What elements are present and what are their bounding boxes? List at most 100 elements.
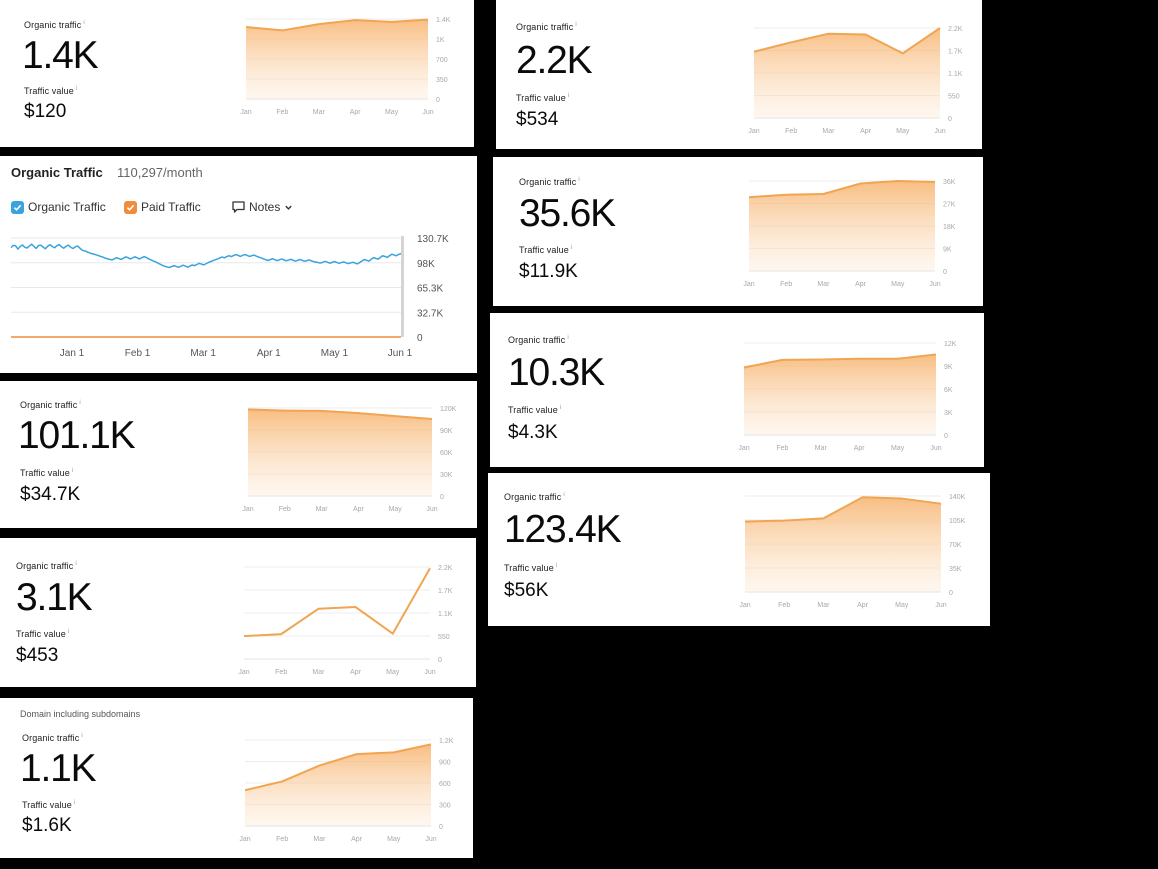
organic-traffic-label: Organic traffic <box>16 561 74 571</box>
x-tick-label: Mar <box>316 506 329 513</box>
area-fill <box>248 409 432 496</box>
traffic-value: $4.3K <box>508 422 558 443</box>
sparkline-chart: 1.4K 1K 700 350 0 Jan Feb Mar Apr May Jun <box>240 17 450 116</box>
sparkline-chart: 140K 105K 70K 35K 0 Jan Feb Mar Apr May Jun <box>739 494 965 609</box>
checkbox-icon[interactable] <box>11 200 24 214</box>
chart-title: Organic Traffic <box>11 165 103 180</box>
x-tick-label: Apr <box>351 836 363 843</box>
info-icon[interactable]: i <box>73 800 76 806</box>
x-tick-label: Jan 1 <box>60 348 85 359</box>
y-tick-label: 9K <box>944 364 953 371</box>
y-tick-label: 550 <box>438 634 450 641</box>
y-tick-label: 0 <box>417 333 423 344</box>
x-tick-label: Apr <box>350 109 362 116</box>
comment-icon <box>232 201 245 213</box>
area-fill <box>749 181 935 271</box>
series-line <box>245 18 429 32</box>
info-icon[interactable]: i <box>83 20 85 26</box>
legend-paid-traffic[interactable]: Paid Traffic <box>124 200 201 214</box>
x-tick-label: Apr <box>860 128 872 135</box>
traffic-value-label: Traffic value <box>519 245 569 255</box>
x-tick-label: Feb <box>776 445 788 452</box>
y-tick-label: 600 <box>439 781 451 788</box>
sparkline-chart: 120K 90K 60K 30K 0 Jan Feb Mar Apr May Jun <box>242 406 457 513</box>
y-tick-label: 350 <box>436 77 448 84</box>
legend-organic-traffic[interactable]: Organic Traffic <box>11 200 106 214</box>
organic-traffic-value: 3.1K <box>16 576 93 619</box>
x-tick-label: Mar <box>313 109 326 116</box>
checkbox-icon[interactable] <box>124 200 137 214</box>
info-icon[interactable]: i <box>567 335 569 341</box>
y-tick-label: 12K <box>944 341 957 348</box>
x-tick-label: May <box>387 836 401 843</box>
y-tick-label: 1.1K <box>438 611 453 618</box>
y-tick-label: 0 <box>943 269 947 276</box>
x-tick-label: Jan <box>239 836 250 843</box>
info-icon[interactable]: i <box>563 492 565 498</box>
notes-label: Notes <box>249 200 281 214</box>
organic-traffic-value: 123.4K <box>504 508 622 551</box>
y-tick-label: 1.7K <box>948 49 963 56</box>
info-icon[interactable]: i <box>75 86 78 92</box>
x-tick-label: May <box>891 445 905 452</box>
info-icon[interactable]: i <box>71 468 74 474</box>
traffic-card: Organic traffic i 3.1K Traffic value i $45… <box>0 538 476 687</box>
x-tick-label: May <box>385 109 399 116</box>
series-line <box>243 567 431 638</box>
notes-dropdown[interactable]: Notes <box>232 200 293 214</box>
info-icon[interactable]: i <box>67 629 70 635</box>
organic-traffic-value: 10.3K <box>508 351 605 394</box>
info-icon[interactable]: i <box>555 563 558 569</box>
x-tick-label: Feb <box>276 836 288 843</box>
x-tick-label: Jun <box>425 836 436 843</box>
x-tick-label: Apr <box>855 281 867 288</box>
legend-label: Paid Traffic <box>141 200 201 214</box>
x-tick-label: Feb <box>276 109 288 116</box>
x-tick-label: Mar <box>817 281 830 288</box>
info-icon[interactable]: i <box>559 405 562 411</box>
info-icon[interactable]: i <box>81 733 83 739</box>
organic-traffic-line-chart[interactable]: 130.7K 98K 65.3K 32.7K 0 Jan 1 Feb 1 Mar 1 Apr 1… <box>0 226 477 371</box>
x-tick-label: Mar <box>313 836 326 843</box>
x-tick-label: Jan <box>739 602 750 609</box>
organic-traffic-label: Organic traffic <box>504 492 562 502</box>
x-tick-label: May <box>389 506 403 513</box>
traffic-value: $534 <box>516 109 559 130</box>
x-tick-label: Mar <box>815 445 828 452</box>
sparkline-chart: 1.2K 900 600 300 0 Jan Feb Mar Apr May Jun <box>239 738 454 843</box>
y-tick-label: 32.7K <box>417 308 443 319</box>
x-tick-label: Mar <box>312 669 325 676</box>
x-tick-label: May <box>386 669 400 676</box>
sparkline-chart: 12K 9K 6K 3K 0 Jan Feb Mar Apr May Jun <box>738 341 957 452</box>
area-fill <box>745 497 941 592</box>
traffic-value-label: Traffic value <box>16 629 66 639</box>
organic-traffic-label: Organic traffic <box>516 22 574 32</box>
x-tick-label: Apr 1 <box>257 348 281 359</box>
x-tick-label: Jun <box>930 445 941 452</box>
series-line <box>247 408 433 420</box>
info-icon[interactable]: i <box>75 561 77 567</box>
x-tick-label: Apr <box>350 669 362 676</box>
info-icon[interactable]: i <box>570 245 573 251</box>
x-tick-label: Jan <box>748 128 759 135</box>
info-icon[interactable]: i <box>567 93 570 99</box>
y-tick-label: 700 <box>436 57 448 64</box>
y-tick-label: 120K <box>440 406 457 413</box>
x-tick-label: Feb <box>780 281 792 288</box>
area-fill <box>744 354 936 435</box>
area-fill <box>246 19 428 100</box>
x-tick-label: May <box>896 128 910 135</box>
info-icon[interactable]: i <box>575 22 577 28</box>
sparkline-chart: 2.2K 1.7K 1.1K 550 0 Jan Feb Mar Apr May Jun <box>748 26 963 135</box>
y-tick-label: 1.2K <box>439 738 454 745</box>
x-tick-label: Mar <box>822 128 835 135</box>
series-line <box>753 27 941 55</box>
chevron-down-icon <box>285 205 293 210</box>
info-icon[interactable]: i <box>578 177 580 183</box>
info-icon[interactable]: i <box>79 400 81 406</box>
traffic-card: Organic traffic i 10.3K Traffic value i $4… <box>490 313 984 467</box>
x-tick-label: May <box>895 602 909 609</box>
y-tick-label: 30K <box>440 472 453 479</box>
organic-traffic-value: 1.4K <box>22 34 99 77</box>
organic-traffic-label: Organic traffic <box>519 177 577 187</box>
